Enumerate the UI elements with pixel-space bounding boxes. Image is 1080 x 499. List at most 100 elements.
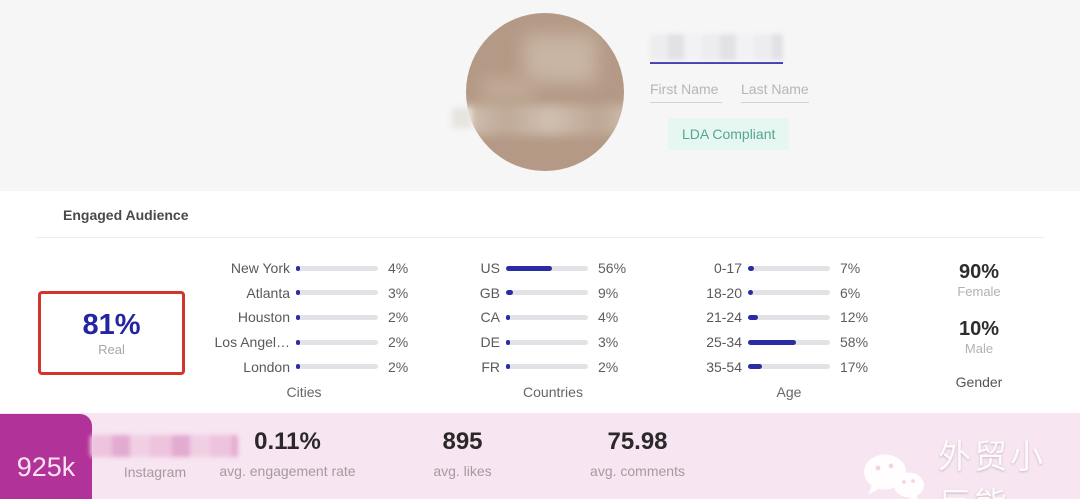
bar-row: 18-20 6% [698,281,880,306]
avatar-blur-band [466,105,624,135]
bar-value: 4% [598,309,619,326]
avatar-blur-spill [452,108,472,128]
bar-row: DE 3% [468,330,638,355]
wechat-icon [864,454,924,499]
bar-row: GB 9% [468,281,638,306]
section-divider [36,237,1044,238]
bar-row: 35-54 17% [698,354,880,379]
age-bars: 0-17 7% 18-20 6% 21-24 12% 25-34 58% 35-54 17% [698,256,880,379]
avg-likes-cell: 895 avg. likes [390,427,535,479]
profile-fields: First Name Last Name LDA Compliant [650,34,870,150]
gender-male-value: 10% [958,318,1000,340]
age-chart: 0-17 7% 18-20 6% 21-24 12% 25-34 58% 35-54 17% Ag… [698,256,880,400]
bar-label: 18-20 [706,284,742,301]
bar-value: 2% [388,309,409,326]
bar-track [748,265,830,271]
bar-fill [296,364,300,370]
watermark-text: 外贸小巨熊 [938,437,1046,499]
bar-row: CA 4% [468,305,638,330]
countries-chart: US 56% GB 9% CA 4% DE 3% FR 2% Countries [468,256,638,400]
gender-female-label: Female [957,284,1001,299]
cities-chart: New York 4% Atlanta 3% Houston 2% Los Angel… 2%… [180,256,428,400]
engagement-rate-cell: 0.11% avg. engagement rate [200,427,375,479]
username-field-redacted[interactable] [650,34,783,60]
avg-likes-label: avg. likes [433,463,492,479]
bar-track [296,314,378,320]
bar-value: 7% [840,260,861,277]
countries-axis-title: Countries [523,383,583,400]
bar-value: 4% [388,260,409,277]
bar-value: 12% [840,309,869,326]
bar-fill [748,314,758,320]
bar-label: Los Angel… [214,334,291,351]
bar-value: 58% [840,334,869,351]
summary-footer-bar: 925k Instagram 0.11% avg. engagement rat… [0,413,1080,499]
bar-track [506,290,588,296]
avg-comments-label: avg. comments [590,463,685,479]
bar-track [296,290,378,296]
bar-value: 3% [598,334,619,351]
last-name-field[interactable]: Last Name [741,81,809,103]
bar-row: FR 2% [468,354,638,379]
bar-track [748,364,830,370]
bar-label: New York [230,260,290,277]
bar-row: 0-17 7% [698,256,880,281]
bar-value: 9% [598,284,619,301]
bar-value: 2% [388,334,409,351]
bar-fill [506,314,510,320]
real-audience-value: 81% [82,309,141,341]
profile-header: First Name Last Name LDA Compliant [0,0,1080,191]
bar-fill [748,290,753,296]
bar-fill [748,364,762,370]
gender-female-value: 90% [958,261,1000,283]
bar-row: Houston 2% [180,305,428,330]
bar-fill [506,339,510,345]
engagement-rate-label: avg. engagement rate [219,463,356,479]
bar-value: 2% [388,358,409,375]
first-name-field[interactable]: First Name [650,81,722,103]
avatar-blur-patch [482,77,534,103]
section-title: Engaged Audience [63,207,189,223]
lda-compliant-badge: LDA Compliant [668,118,790,150]
account-handle-redacted [90,435,238,457]
bar-track [506,339,588,345]
bar-value: 3% [388,284,409,301]
bar-row: New York 4% [180,256,428,281]
bar-track [748,314,830,320]
watermark: 外贸小巨熊 [860,430,1080,499]
bar-track [506,265,588,271]
avg-likes-value: 895 [442,428,483,455]
bar-track [296,265,378,271]
bar-label: CA [480,309,500,326]
bar-fill [296,339,300,345]
followers-count: 925k [16,452,76,482]
bar-label: GB [479,284,500,301]
bar-fill [296,290,300,296]
bar-label: US [480,260,500,277]
bar-row: 25-34 58% [698,330,880,355]
bar-label: 35-54 [706,358,742,375]
bar-fill [506,364,510,370]
bar-label: 25-34 [706,334,742,351]
bar-row: Atlanta 3% [180,281,428,306]
bar-value: 56% [598,260,627,277]
bar-value: 6% [840,284,861,301]
real-audience-score-box: 81% Real [38,291,185,375]
gender-chart: 90% Female 10% Male Gender [920,260,1038,390]
cities-axis-title: Cities [286,383,322,400]
avg-comments-cell: 75.98 avg. comments [560,427,715,479]
bar-label: 0-17 [713,260,742,277]
bar-label: DE [480,334,500,351]
bar-label: Houston [237,309,290,326]
bar-track [296,339,378,345]
account-cell: Instagram [90,435,238,480]
cities-bars: New York 4% Atlanta 3% Houston 2% Los Angel… 2%… [180,256,428,379]
platform-label: Instagram [123,464,187,480]
age-axis-title: Age [776,383,802,400]
avg-comments-value: 75.98 [607,428,668,455]
bar-fill [506,290,514,296]
bar-track [506,364,588,370]
bar-label: 21-24 [706,309,742,326]
countries-bars: US 56% GB 9% CA 4% DE 3% FR 2% [468,256,638,379]
